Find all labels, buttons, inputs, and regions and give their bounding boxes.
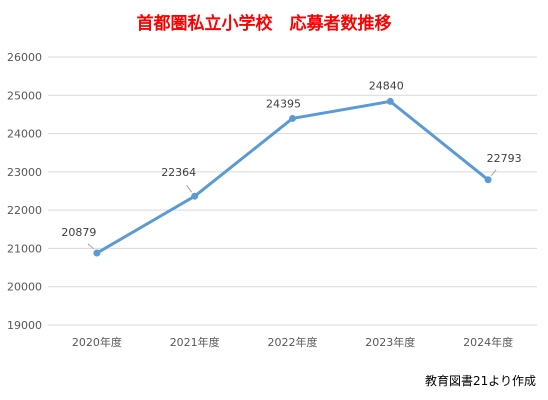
series-line — [95, 99, 490, 255]
data-point — [386, 97, 394, 105]
y-tick-label: 23000 — [7, 166, 42, 179]
data-label: 20879 — [61, 226, 96, 239]
data-label: 24395 — [266, 97, 301, 110]
data-point — [93, 249, 101, 257]
data-point — [289, 114, 296, 122]
x-tick-label: 2021年度 — [170, 335, 220, 349]
y-tick-label: 22000 — [7, 204, 42, 217]
y-tick-label: 26000 — [7, 51, 42, 64]
y-tick-label: 19000 — [7, 319, 42, 332]
series — [93, 97, 492, 257]
y-tick-label: 24000 — [7, 128, 42, 141]
data-point — [191, 192, 199, 200]
x-tick-label: 2024年度 — [463, 335, 513, 349]
x-tick-label: 2020年度 — [72, 335, 122, 349]
gridlines — [48, 56, 537, 326]
data-label: 24840 — [369, 79, 404, 92]
chart-title: 首都圏私立小学校 応募者数推移 — [137, 13, 392, 34]
y-tick-label: 20000 — [7, 281, 42, 294]
data-label-leader — [490, 169, 497, 177]
data-point — [484, 176, 492, 184]
y-tick-label: 25000 — [7, 89, 42, 102]
x-tick-label: 2022年度 — [268, 335, 318, 349]
y-tick-label: 21000 — [7, 242, 42, 255]
x-axis-ticks: 2020年度 2021年度 2022年度 2023年度 2024年度 — [72, 335, 513, 349]
data-labels: 20879 22364 24395 24840 22793 — [61, 79, 522, 250]
data-label: 22364 — [161, 166, 196, 179]
source-note: 教育図書21より作成 — [425, 373, 536, 388]
data-label-leader — [186, 184, 193, 193]
data-label-leader — [87, 243, 95, 250]
x-tick-label: 2023年度 — [365, 335, 415, 349]
y-axis-ticks: 19000 20000 21000 22000 23000 24000 25000 26000 — [7, 51, 42, 332]
data-label: 22793 — [487, 152, 522, 165]
